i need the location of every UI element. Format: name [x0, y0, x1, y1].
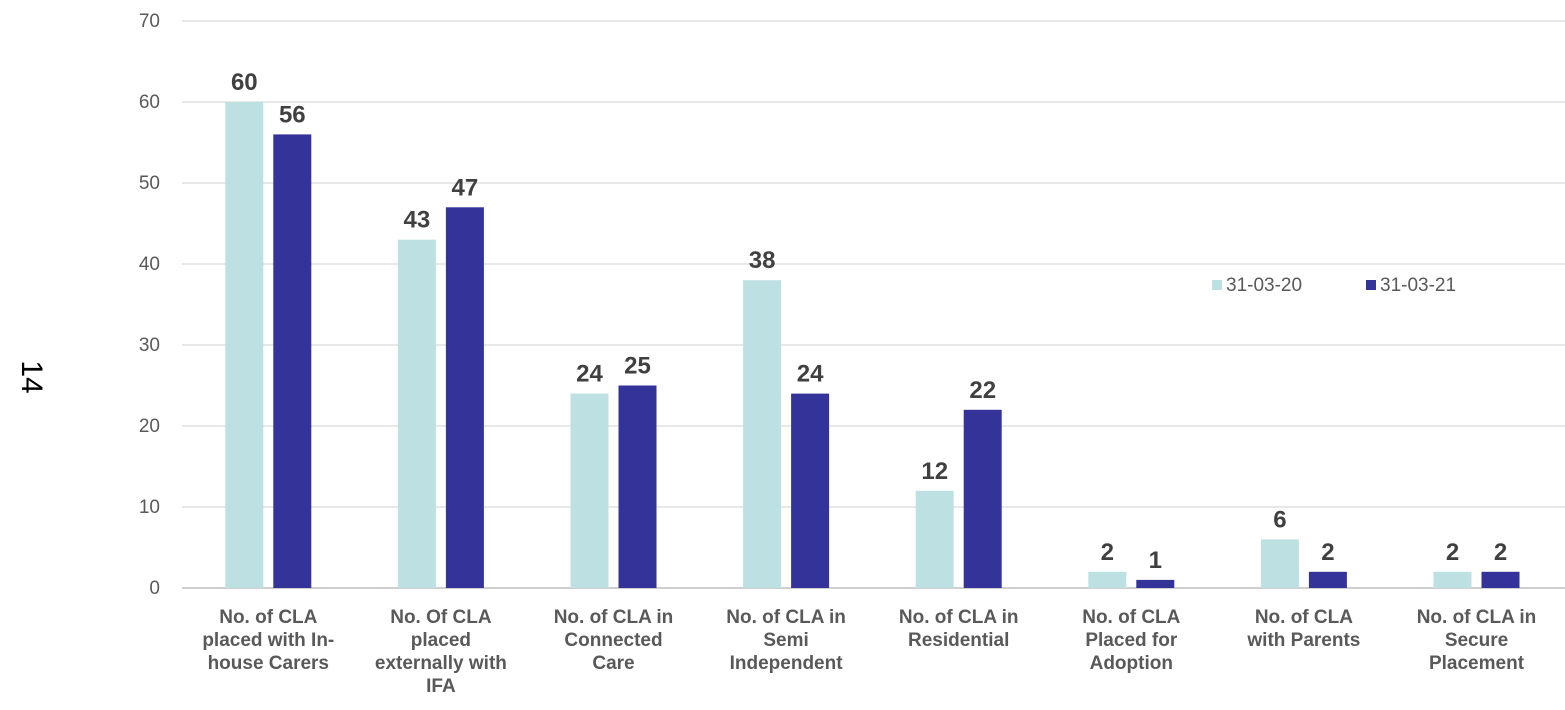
bar-series-1 [915, 490, 954, 588]
bar-series-1 [570, 393, 609, 588]
category-label: No. of CLA Placed for Adoption [1082, 607, 1180, 674]
category-label: No. of CLA with Parents [1246, 607, 1360, 651]
bar-series-1 [1260, 539, 1299, 588]
y-tick-label: 30 [139, 335, 160, 356]
data-label: 43 [404, 207, 431, 234]
data-label: 56 [279, 101, 306, 128]
bar-series-2 [273, 134, 312, 588]
y-tick-label: 10 [139, 497, 160, 518]
data-label: 6 [1273, 506, 1286, 533]
data-label: 24 [797, 361, 824, 388]
bar-series-1 [743, 280, 782, 588]
y-tick-label: 40 [139, 254, 160, 275]
category-label: No. of CLA in Secure Placement [1417, 607, 1537, 674]
y-tick-label: 50 [139, 173, 160, 194]
category-label: No. of CLA in Residential [899, 607, 1019, 651]
data-label: 22 [969, 377, 996, 404]
bar-series-2 [1308, 571, 1347, 588]
category-label: No. Of CLA placed externally with IFA [375, 607, 507, 697]
legend-swatch [1366, 280, 1376, 290]
category-label: No. of CLA placed with In-house Carers [202, 607, 334, 674]
y-tick-label: 70 [139, 11, 160, 32]
bar-series-2 [791, 393, 830, 588]
bar-series-1 [1088, 571, 1127, 588]
bar-series-1 [397, 239, 436, 588]
y-tick-label: 0 [149, 578, 160, 599]
y-tick-label: 20 [139, 416, 160, 437]
bar-series-2 [445, 207, 484, 589]
data-label: 2 [1494, 539, 1507, 566]
bar-series-1 [225, 102, 264, 588]
data-label: 38 [749, 247, 776, 274]
data-label: 12 [921, 458, 948, 485]
legend-label: 31-03-20 [1226, 275, 1302, 296]
data-label: 24 [576, 361, 603, 388]
data-label: 2 [1446, 539, 1459, 566]
category-label: No. of CLA in Semi Independent [726, 607, 846, 674]
y-axis-ticks: 0 10 20 30 40 50 60 70 [139, 11, 160, 599]
bar-series-1 [1433, 571, 1472, 588]
bar-series-2 [963, 409, 1002, 588]
data-label: 47 [452, 174, 479, 201]
y-tick-label: 60 [139, 92, 160, 113]
legend-swatch [1212, 280, 1222, 290]
bar-series-2 [1136, 579, 1175, 588]
category-label: No. of CLA in Connected Care [554, 607, 674, 674]
legend-label: 31-03-21 [1380, 275, 1456, 296]
legend: 31-03-20 31-03-21 [1212, 275, 1456, 296]
data-label: 60 [231, 69, 258, 96]
bar-series-2 [618, 385, 657, 588]
category-labels: No. of CLA placed with In-house Carers No.… [202, 607, 1536, 697]
page-number: 14 [15, 360, 48, 393]
bar-series-2 [1481, 571, 1520, 588]
bars [225, 102, 1520, 589]
data-label: 1 [1149, 547, 1162, 574]
data-label: 2 [1101, 539, 1114, 566]
gridlines [182, 20, 1565, 589]
data-label: 2 [1321, 539, 1334, 566]
data-label: 25 [624, 353, 651, 380]
